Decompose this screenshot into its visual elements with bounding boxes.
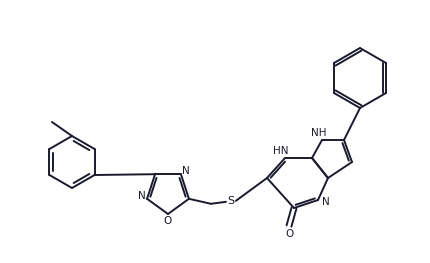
Text: HN: HN	[273, 146, 289, 156]
Text: N: N	[182, 166, 190, 176]
Text: S: S	[227, 196, 234, 206]
Text: N: N	[138, 191, 146, 201]
Text: NH: NH	[311, 128, 327, 138]
Text: N: N	[322, 197, 330, 207]
Text: O: O	[285, 229, 293, 239]
Text: O: O	[164, 216, 172, 226]
